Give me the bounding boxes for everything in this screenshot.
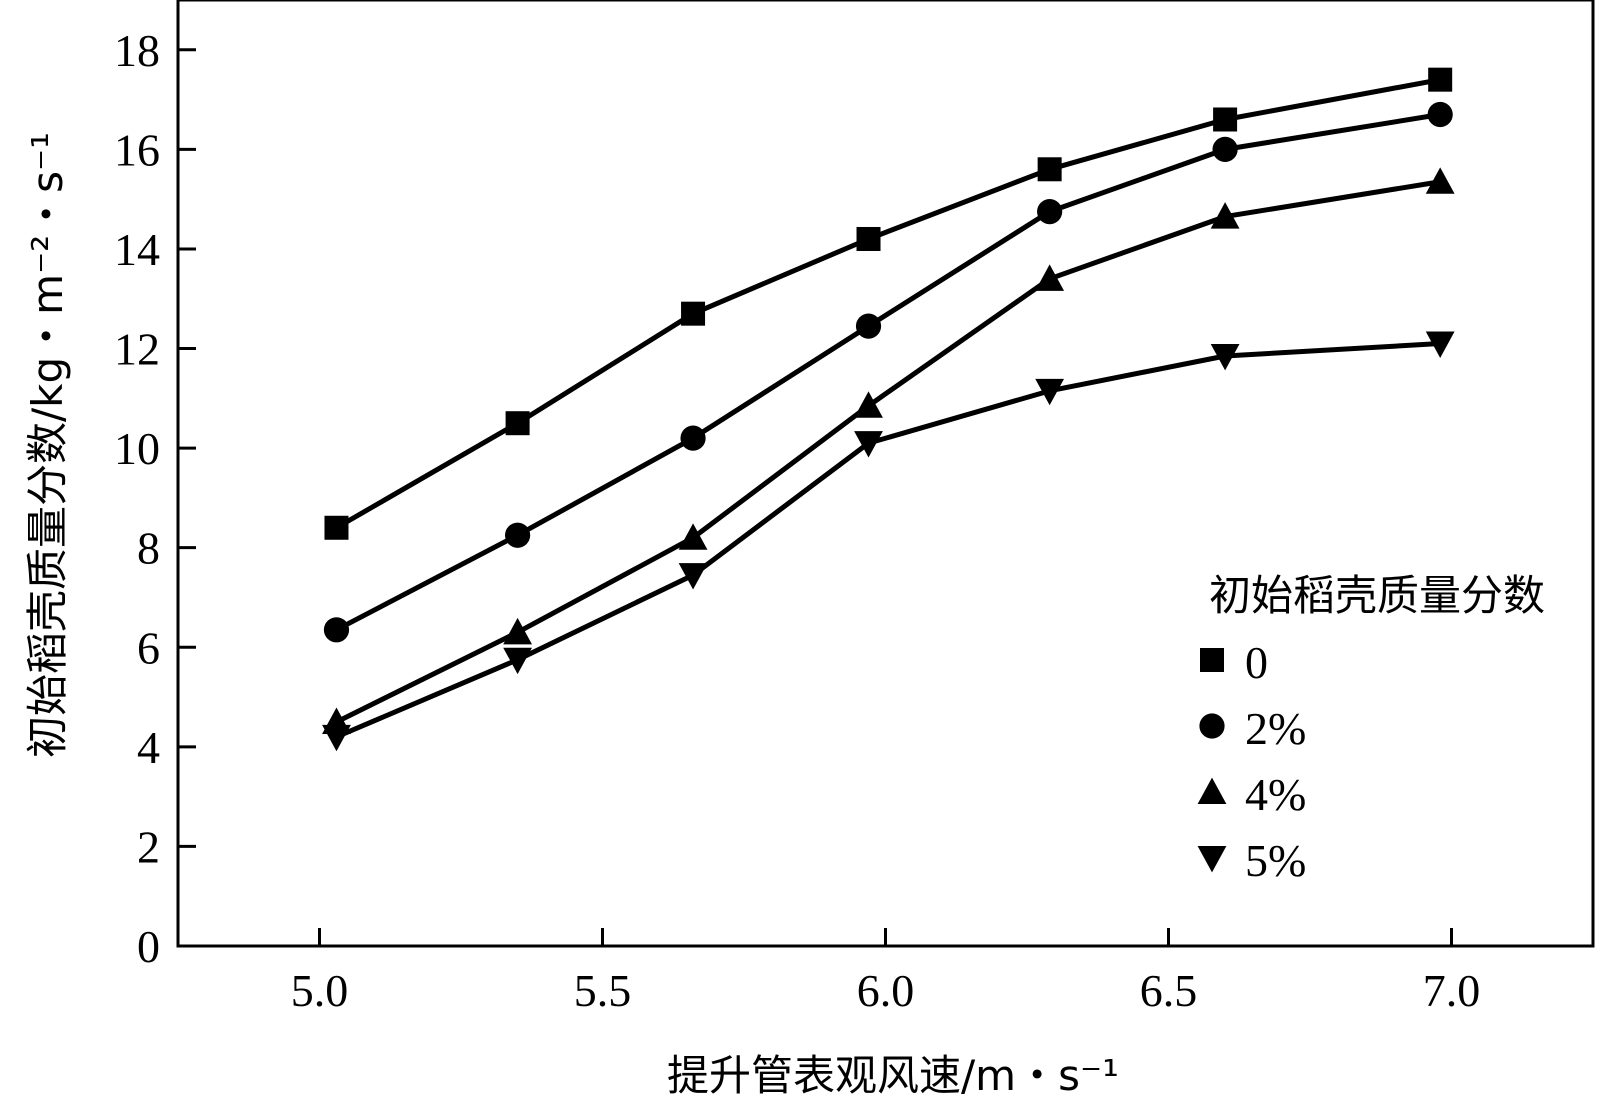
legend: 初始稻壳质量分数 0 2% 4% 5% — [1197, 571, 1545, 886]
legend-label: 4% — [1245, 769, 1306, 820]
y-tick-label: 8 — [137, 523, 160, 574]
x-tick-label: 5.5 — [574, 965, 632, 1016]
y-tick-label: 6 — [137, 622, 160, 673]
data-point — [1427, 101, 1453, 128]
data-point — [854, 391, 883, 418]
y-tick-label: 16 — [114, 124, 160, 175]
data-point — [1212, 136, 1238, 162]
data-point — [680, 425, 706, 451]
series-line — [335, 341, 1441, 740]
legend-label: 0 — [1245, 637, 1268, 688]
data-point — [678, 523, 708, 550]
data-point — [504, 522, 531, 548]
x-tick-label: 7.0 — [1423, 965, 1481, 1016]
y-tick-label: 4 — [137, 722, 160, 773]
series-0 — [324, 67, 1453, 540]
legend-marker — [1197, 777, 1227, 804]
data-point — [324, 515, 349, 540]
legend-label: 2% — [1245, 703, 1306, 754]
data-point — [855, 313, 882, 339]
data-point — [503, 617, 532, 645]
y-axis-ticks: 0 2 4 6 8 10 12 14 16 18 — [114, 25, 196, 972]
y-tick-label: 18 — [114, 25, 160, 76]
series-2 — [322, 167, 1455, 734]
x-tick-label: 6.5 — [1140, 965, 1198, 1016]
x-axis-title: 提升管表观风速/m・s⁻¹ — [667, 1051, 1119, 1100]
data-point — [1428, 67, 1453, 92]
x-tick-label: 6.0 — [857, 965, 915, 1016]
y-tick-label: 0 — [137, 921, 160, 972]
data-point — [1035, 264, 1065, 291]
series-line — [335, 77, 1441, 530]
data-point — [323, 617, 350, 643]
x-tick-label: 5.0 — [291, 965, 349, 1016]
series-1 — [323, 101, 1453, 643]
legend-marker — [1197, 846, 1227, 873]
data-point — [1213, 107, 1238, 132]
series-layer — [322, 67, 1455, 752]
data-point — [854, 431, 883, 458]
data-point — [1035, 378, 1065, 406]
legend-marker — [1200, 648, 1224, 672]
data-point — [1210, 343, 1240, 371]
series-line — [335, 112, 1441, 633]
data-point — [856, 226, 881, 251]
data-point — [1037, 157, 1062, 182]
series-line — [335, 179, 1441, 725]
data-point — [1210, 202, 1240, 229]
data-point — [503, 647, 532, 675]
series-3 — [322, 331, 1455, 752]
x-axis-ticks: 5.0 5.5 6.0 6.5 7.0 — [291, 928, 1481, 1016]
legend-title: 初始稻壳质量分数 — [1209, 571, 1545, 620]
data-point — [681, 301, 706, 326]
y-tick-label: 10 — [114, 423, 160, 474]
legend-marker — [1199, 713, 1225, 739]
y-tick-label: 12 — [114, 324, 160, 375]
data-point — [1425, 167, 1455, 194]
y-axis-title: 初始稻壳质量分数/kg・m⁻²・s⁻¹ — [23, 132, 72, 758]
data-point — [505, 411, 530, 436]
y-tick-label: 14 — [114, 224, 160, 275]
data-point — [322, 724, 351, 752]
data-point — [678, 563, 708, 590]
data-point — [1037, 199, 1063, 225]
legend-label: 5% — [1245, 835, 1306, 886]
y-tick-label: 2 — [137, 821, 160, 872]
data-point — [1425, 331, 1455, 358]
plot-frame — [176, 0, 1595, 948]
